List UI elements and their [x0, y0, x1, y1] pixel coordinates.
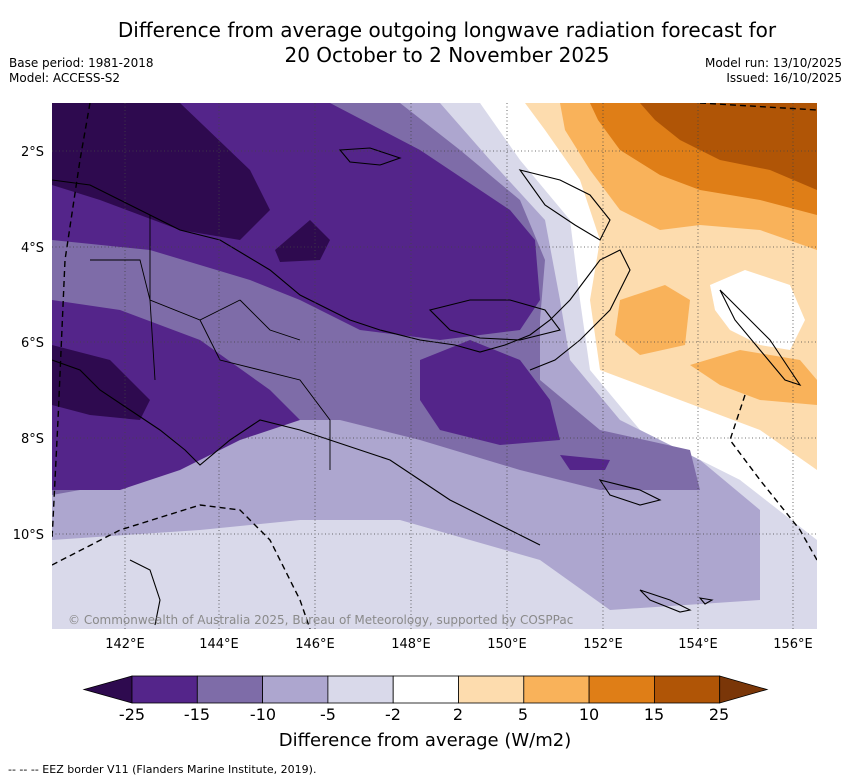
- coastlines: [52, 147, 802, 626]
- colorbar-swatch: [523, 675, 590, 704]
- colorbar-label: -25: [119, 705, 145, 724]
- colorbar-extend-low: [82, 675, 133, 704]
- colorbar-labels: -25 -15 -10 -5 -2 2 5 10 15 25: [119, 705, 729, 724]
- colorbar-label: 5: [518, 705, 528, 724]
- y-tick: 6°S: [21, 336, 44, 351]
- band-neutral-island: [710, 270, 805, 350]
- x-tick: 156°E: [773, 637, 813, 652]
- band-below-minus25-small: [275, 220, 330, 262]
- border-a: [90, 259, 241, 321]
- colorbar-swatch: [654, 675, 721, 704]
- band-below-minus25-west: [52, 345, 150, 420]
- copyright-notice: © Commonwealth of Australia 2025, Bureau…: [68, 613, 574, 627]
- band-5-10-patch-a: [615, 285, 690, 355]
- island-rossel: [639, 589, 692, 613]
- x-tick: 152°E: [583, 637, 623, 652]
- x-tick: 144°E: [199, 637, 239, 652]
- colorbar-swatch: [196, 675, 264, 704]
- colorbar: [82, 675, 769, 704]
- colorbar-label: -10: [250, 705, 276, 724]
- y-tick: 4°S: [21, 241, 44, 256]
- title-line-2: 20 October to 2 November 2025: [284, 43, 610, 67]
- band-minus15-minus25-east: [420, 340, 560, 445]
- model-name: Model: ACCESS-S2: [9, 71, 121, 85]
- y-tick: 10°S: [13, 528, 44, 543]
- y-tick: 2°S: [21, 145, 44, 160]
- eez-south: [52, 504, 311, 629]
- x-axis-ticks: 142°E 144°E 146°E 148°E 150°E 152°E 154°…: [105, 637, 813, 652]
- eez-footnote: -- -- -- EEZ border V11 (Flanders Marine…: [8, 763, 317, 776]
- island-manus: [338, 147, 402, 166]
- colorbar-title: Difference from average (W/m2): [278, 730, 572, 751]
- model-run: Model run: 13/10/2025: [704, 56, 842, 70]
- y-axis-ticks: 2°S 4°S 6°S 8°S 10°S: [13, 145, 44, 543]
- graticule: [52, 103, 817, 629]
- colorbar-label: -5: [320, 705, 336, 724]
- island-small: [698, 597, 714, 605]
- island-new-britain: [428, 299, 561, 341]
- title-line-1: Difference from average outgoing longwav…: [117, 18, 777, 42]
- island-bougainville: [719, 289, 802, 387]
- colorbar-label: -2: [385, 705, 401, 724]
- coastline-cape-york: [129, 559, 161, 626]
- island-louisiade: [598, 479, 662, 506]
- colorbar-swatch: [392, 675, 459, 704]
- x-tick: 154°E: [678, 637, 718, 652]
- colorbar-swatch: [458, 675, 525, 704]
- base-period: Base period: 1981-2018: [9, 56, 154, 70]
- x-tick: 146°E: [295, 637, 335, 652]
- chart-title: Difference from average outgoing longwav…: [80, 18, 814, 68]
- coastline-south: [52, 359, 541, 546]
- colorbar-extend-high: [719, 675, 769, 704]
- coastline-north: [52, 179, 631, 371]
- band-minus15-minus25-west: [52, 300, 300, 490]
- x-tick: 148°E: [391, 637, 431, 652]
- issued-date: Issued: 16/10/2025: [726, 71, 842, 85]
- band-15-25: [640, 103, 817, 190]
- colorbar-swatch: [327, 675, 394, 704]
- colorbar-label: 25: [709, 705, 729, 724]
- x-tick: 150°E: [487, 637, 527, 652]
- colorbar-swatch: [588, 675, 655, 704]
- eez-east: [729, 394, 817, 561]
- olr-anomaly-field: [52, 103, 817, 629]
- island-new-ireland: [518, 169, 611, 241]
- colorbar-label: 10: [579, 705, 599, 724]
- band-below-minus25-north: [52, 103, 270, 240]
- colorbar-label: 2: [453, 705, 463, 724]
- colorbar-label: -15: [184, 705, 210, 724]
- eez-borders: [52, 103, 817, 629]
- y-tick: 8°S: [21, 432, 44, 447]
- colorbar-swatch: [262, 675, 329, 704]
- x-tick: 142°E: [105, 637, 145, 652]
- meta-left: Base period: 1981-2018 Model: ACCESS-S2: [9, 56, 154, 86]
- band-minus15-minus25-patch: [560, 455, 610, 470]
- border-c: [239, 299, 301, 341]
- colorbar-label: 15: [644, 705, 664, 724]
- meta-right: Model run: 13/10/2025 Issued: 16/10/2025: [705, 56, 842, 86]
- provincial-borders: [90, 215, 331, 470]
- border-b: [199, 319, 331, 470]
- colorbar-swatch: [131, 675, 198, 704]
